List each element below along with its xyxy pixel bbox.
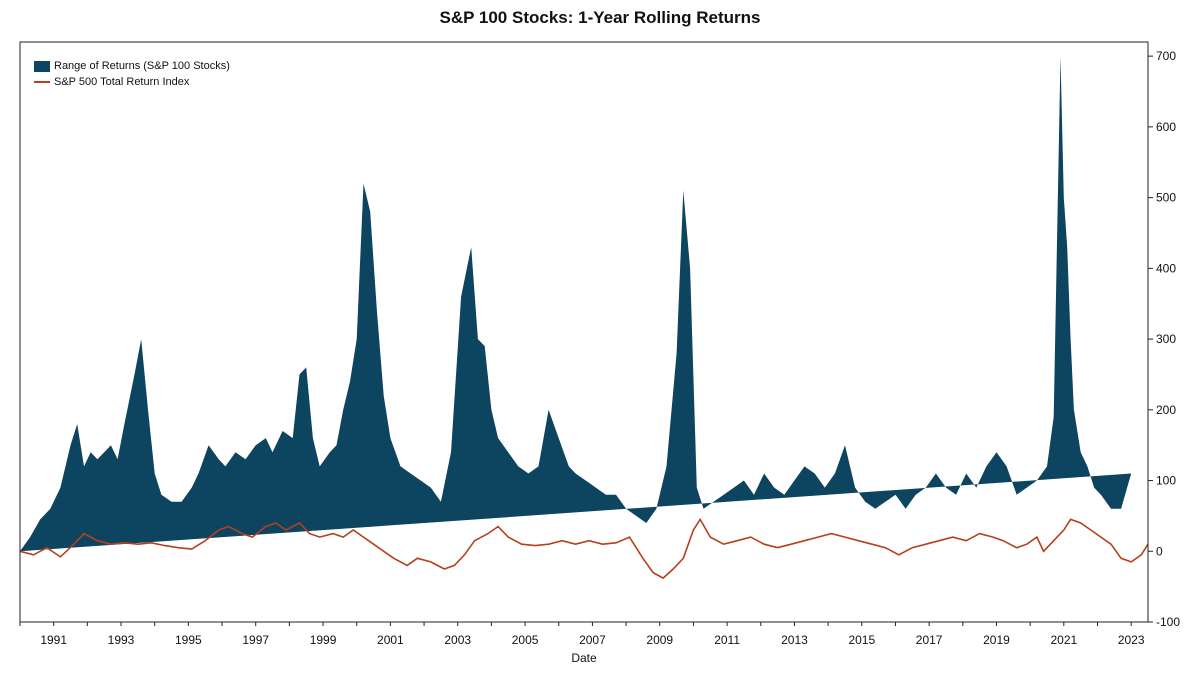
y-tick-label: 200 xyxy=(1156,403,1176,417)
x-tick-label: 1995 xyxy=(175,633,202,647)
legend-swatch-index xyxy=(34,81,50,83)
x-tick-label: 2013 xyxy=(781,633,808,647)
x-tick-label: 2007 xyxy=(579,633,606,647)
y-tick-label: 400 xyxy=(1156,261,1176,275)
legend-item-range: Range of Returns (S&P 100 Stocks) xyxy=(34,58,230,74)
index-line xyxy=(19,517,1149,580)
x-tick-label: 1997 xyxy=(242,633,269,647)
x-tick-label: 1999 xyxy=(310,633,337,647)
y-tick-label: 600 xyxy=(1156,120,1176,134)
y-tick-label: 0 xyxy=(1156,544,1163,558)
range-area xyxy=(20,56,1132,552)
x-tick-label: 2015 xyxy=(848,633,875,647)
chart-title: S&P 100 Stocks: 1-Year Rolling Returns xyxy=(439,8,761,27)
x-tick-label: 2005 xyxy=(512,633,539,647)
x-tick-label: 1991 xyxy=(40,633,67,647)
x-tick-label: 2011 xyxy=(714,633,740,647)
legend: Range of Returns (S&P 100 Stocks) S&P 50… xyxy=(34,58,230,90)
plot-frame xyxy=(19,41,1149,623)
x-tick-label: 2019 xyxy=(983,633,1010,647)
x-tick-label: 2021 xyxy=(1050,633,1077,647)
y-tick-label: 500 xyxy=(1156,191,1176,205)
x-tick-label: 2001 xyxy=(377,633,404,647)
legend-label-index: S&P 500 Total Return Index xyxy=(54,76,190,88)
x-tick-label: 2023 xyxy=(1118,633,1145,647)
y-tick-label: 100 xyxy=(1156,474,1176,488)
y-tick-label: 300 xyxy=(1156,332,1176,346)
legend-swatch-range xyxy=(34,60,50,72)
x-tick-label: 2009 xyxy=(646,633,673,647)
x-tick-label: 2003 xyxy=(444,633,471,647)
legend-label-range: Range of Returns (S&P 100 Stocks) xyxy=(54,60,230,72)
x-axis-label: Date xyxy=(571,651,597,665)
legend-item-index: S&P 500 Total Return Index xyxy=(34,74,230,90)
x-tick-label: 2017 xyxy=(916,633,943,647)
y-tick-label: 700 xyxy=(1156,49,1176,63)
x-tick-label: 1993 xyxy=(108,633,135,647)
y-tick-label: -100 xyxy=(1156,615,1180,629)
